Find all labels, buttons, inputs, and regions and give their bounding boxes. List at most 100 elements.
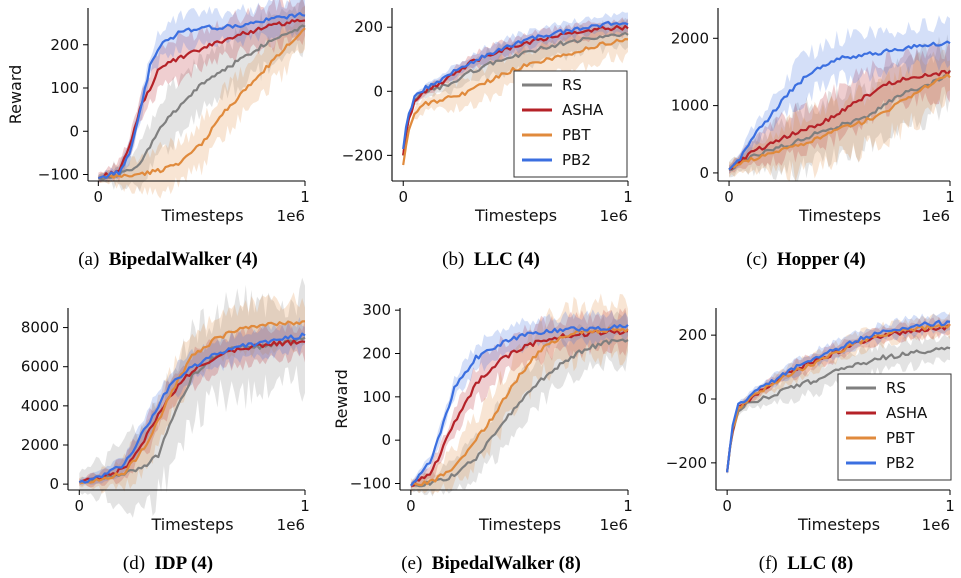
y-tick-label: 300 — [362, 301, 391, 319]
y-tick-label: 100 — [362, 388, 391, 406]
x-tick-label: 0 — [398, 188, 408, 206]
series-line-asha — [402, 24, 629, 156]
series-line-rs — [726, 346, 951, 473]
series-band-pb2 — [410, 309, 628, 489]
y-tick-label: −100 — [38, 166, 79, 184]
series-line-pb2 — [78, 332, 306, 484]
legend-label-pb2: PB2 — [562, 151, 591, 169]
x-tick-label: 1 — [300, 497, 310, 515]
x-tick-label: 1 — [623, 188, 633, 206]
series-band-asha — [729, 41, 950, 175]
legend-label-pbt: PBT — [886, 429, 915, 447]
y-tick-label: 0 — [381, 431, 391, 449]
x-offset-label: 1e6 — [922, 207, 950, 225]
y-tick-label: 8000 — [21, 319, 59, 337]
x-axis-label: Timesteps — [798, 206, 881, 225]
series-band-asha — [403, 17, 628, 157]
legend-label-rs: RS — [562, 76, 582, 94]
panel-caption: (c) Hopper (4) — [746, 249, 865, 270]
series-band-pb2 — [403, 11, 628, 152]
legend-label-pb2: PB2 — [886, 454, 915, 472]
y-tick-label: 200 — [678, 326, 707, 344]
y-tick-label: 0 — [699, 164, 709, 182]
series-line-rs — [402, 31, 629, 156]
series-line-pbt — [78, 320, 306, 485]
caption-title: IDP (4) — [155, 553, 214, 574]
y-tick-label: 6000 — [21, 358, 59, 376]
series-band-pbt — [410, 293, 628, 495]
series-line-rs — [410, 338, 629, 488]
x-tick-label: 1 — [300, 188, 310, 206]
x-tick-label: 0 — [75, 497, 85, 515]
series-line-pb2 — [402, 21, 629, 150]
series-band-pbt — [403, 18, 628, 169]
x-axis-label: Timesteps — [150, 515, 233, 534]
series-band-pb2 — [729, 15, 950, 174]
y-tick-label: 2000 — [21, 436, 59, 454]
series-band-pbt — [727, 311, 950, 476]
caption-prefix: (b) — [442, 249, 474, 270]
caption-title: LLC (8) — [787, 553, 853, 574]
y-tick-label: 0 — [69, 122, 79, 140]
panel-caption: (d) IDP (4) — [123, 553, 213, 574]
x-tick-label: 0 — [94, 188, 104, 206]
chart-panel-3: 0 1000 2000 0 1 Timesteps 1e6 (c) Hopper (4) — [671, 8, 955, 270]
series-line-pb2 — [726, 319, 951, 473]
series-band-rs — [727, 334, 950, 476]
series-band-pbt — [98, 5, 305, 199]
y-tick-label: 0 — [373, 82, 383, 100]
series-line-pbt — [726, 323, 951, 473]
series-line-pbt — [97, 27, 306, 179]
legend: RS ASHA PBT PB2 — [513, 70, 628, 178]
series-line-pbt — [728, 73, 951, 171]
y-tick-label: −200 — [342, 146, 383, 164]
chart-panel-2: −200 0 200 0 1 Timesteps 1e6 (b) LLC (4) RS ASHA P… — [342, 8, 633, 270]
series-line-asha — [728, 69, 951, 171]
y-tick-label: 100 — [50, 79, 79, 97]
x-offset-label: 1e6 — [277, 207, 305, 225]
caption-prefix: (f) — [759, 553, 787, 574]
caption-prefix: (e) — [401, 553, 432, 574]
x-offset-label: 1e6 — [600, 516, 628, 534]
legend-label-rs: RS — [886, 379, 906, 397]
series-band-rs — [79, 277, 306, 518]
panel-caption: (a) BipedalWalker (4) — [78, 249, 258, 270]
x-tick-label: 0 — [724, 188, 734, 206]
legend-label-asha: ASHA — [886, 404, 928, 422]
caption-title: BipedalWalker (4) — [109, 249, 258, 270]
panel-caption: (f) LLC (8) — [759, 553, 853, 574]
series-band-pb2 — [79, 316, 306, 486]
y-tick-label: 1000 — [671, 97, 709, 115]
x-offset-label: 1e6 — [600, 207, 628, 225]
legend-label-pbt: PBT — [562, 126, 591, 144]
chart-panel-1: −100 0 100 200 0 1 Timesteps 1e6 Reward (a) Biped… — [6, 0, 310, 270]
y-tick-label: 4000 — [21, 397, 59, 415]
y-tick-label: −100 — [350, 475, 391, 493]
x-offset-label: 1e6 — [277, 516, 305, 534]
panel-caption: (b) LLC (4) — [442, 249, 540, 270]
caption-prefix: (a) — [78, 249, 109, 270]
y-tick-label: 2000 — [671, 29, 709, 47]
caption-prefix: (c) — [746, 249, 777, 270]
x-axis-label: Timesteps — [478, 515, 561, 534]
y-tick-label: 0 — [697, 390, 707, 408]
caption-title: LLC (4) — [474, 249, 540, 270]
series-band-pb2 — [727, 311, 950, 474]
caption-title: Hopper (4) — [777, 249, 866, 270]
series-line-pb2 — [728, 40, 951, 171]
x-axis-label: Timesteps — [797, 515, 880, 534]
legend: RS ASHA PBT PB2 — [837, 373, 952, 481]
series-line-pbt — [410, 326, 629, 487]
series-band-rs — [729, 34, 950, 181]
chart-panel-5: −100 0 100 200 300 0 1 Timesteps 1e6 Reward (e) Bi… — [332, 293, 633, 574]
x-tick-label: 1 — [623, 497, 633, 515]
y-axis-label: Reward — [6, 65, 25, 125]
x-offset-label: 1e6 — [922, 516, 950, 534]
series-line-pb2 — [97, 12, 306, 180]
x-axis-label: Timesteps — [160, 206, 243, 225]
series-line-rs — [97, 24, 306, 181]
series-band-rs — [98, 0, 305, 192]
chart-panel-6: −200 0 200 0 1 Timesteps 1e6 (f) LLC (8) RS ASHA P… — [666, 308, 955, 574]
x-tick-label: 0 — [722, 497, 732, 515]
x-tick-label: 1 — [945, 497, 955, 515]
